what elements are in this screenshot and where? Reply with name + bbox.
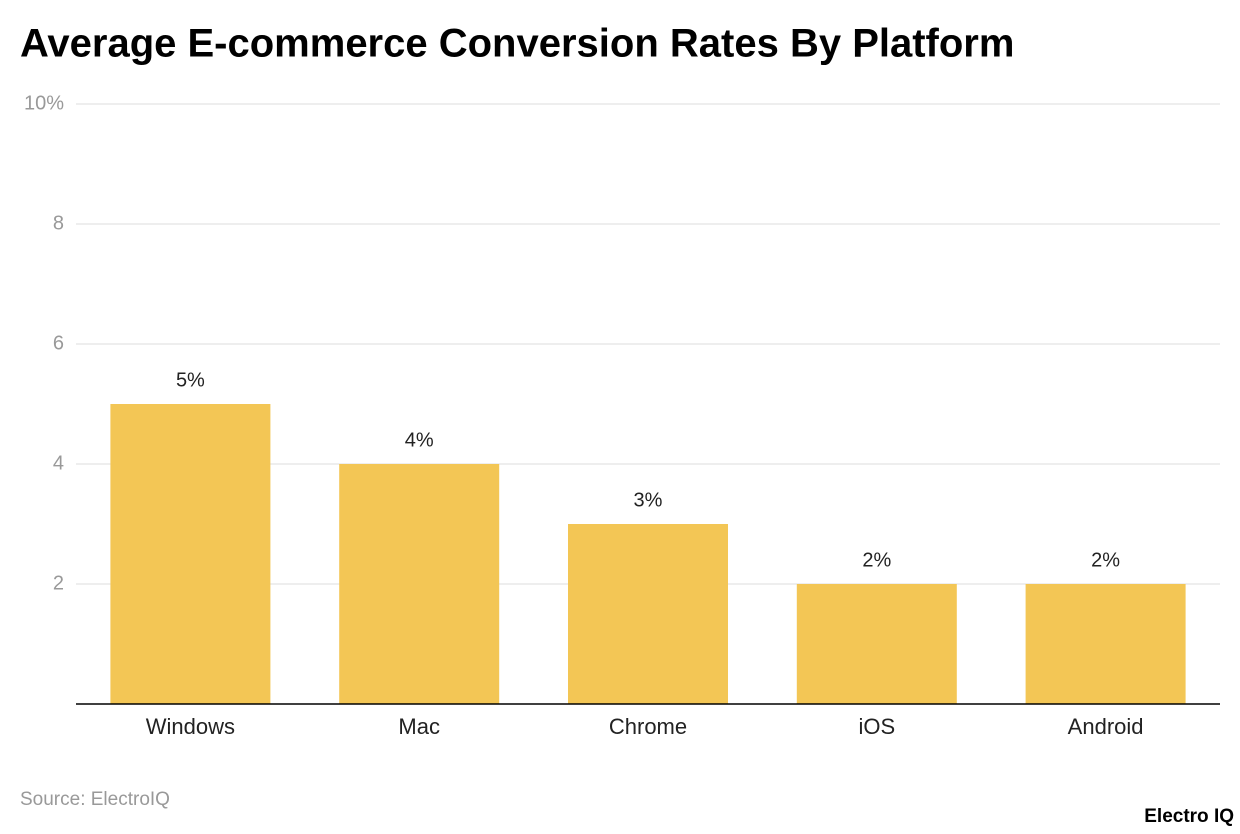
y-tick-label: 8: [53, 212, 64, 234]
bar: [568, 524, 728, 704]
x-tick-label: Windows: [146, 714, 235, 739]
y-tick-label: 2: [53, 572, 64, 594]
bar: [339, 464, 500, 704]
value-label: 2%: [1091, 549, 1120, 571]
source: Source: ElectroIQ: [20, 789, 170, 810]
bar: [1025, 584, 1186, 704]
bar: [796, 584, 957, 704]
value-label: 3%: [634, 489, 663, 511]
x-tick-label: iOS: [858, 714, 895, 739]
x-tick-label: Mac: [398, 714, 440, 739]
chart-title: Average E-commerce Conversion Rates By P…: [20, 22, 1014, 66]
x-tick-label: Chrome: [609, 714, 687, 739]
y-tick-label: 4: [53, 452, 64, 474]
bar: [110, 404, 271, 704]
value-label: 2%: [862, 549, 891, 571]
x-tick-label: Android: [1068, 714, 1144, 739]
y-tick-label: 10%: [24, 92, 64, 114]
y-tick-label: 6: [53, 332, 64, 354]
value-label: 5%: [176, 369, 205, 391]
brand: Electro IQ: [1144, 806, 1234, 827]
value-label: 4%: [405, 429, 434, 451]
